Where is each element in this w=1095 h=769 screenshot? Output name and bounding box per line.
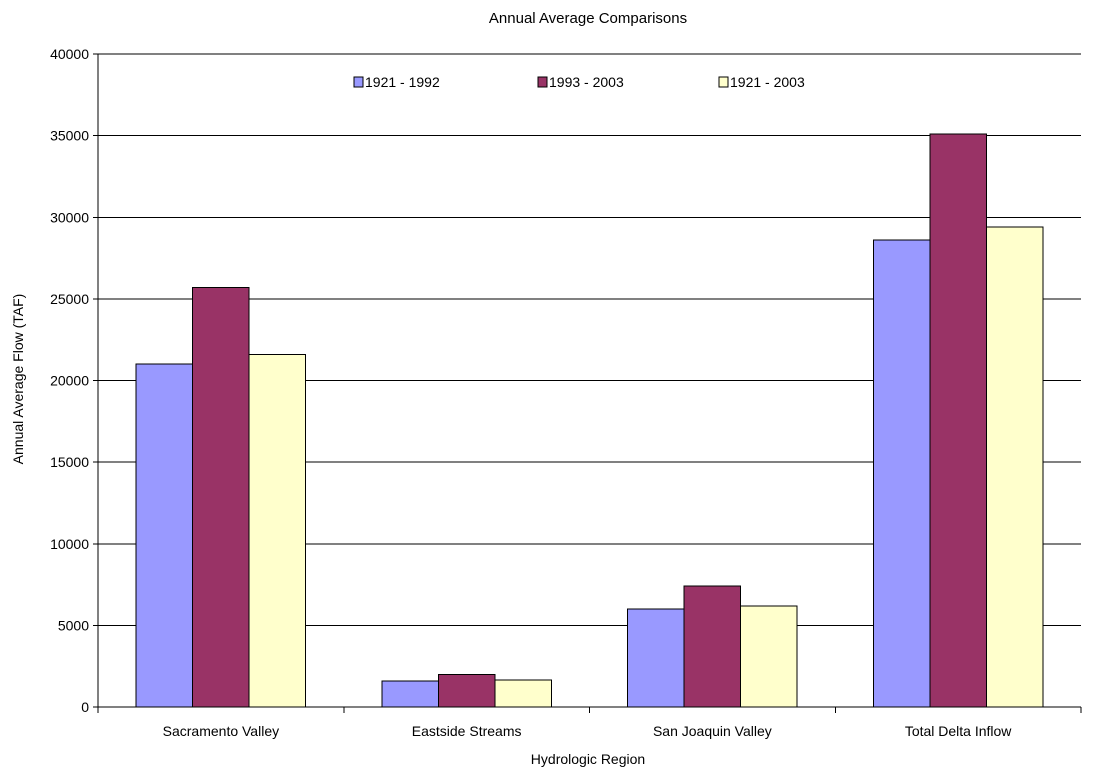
y-axis-label: Annual Average Flow (TAF) <box>10 294 26 465</box>
bar <box>929 133 987 708</box>
legend-label: 1921 - 2003 <box>730 74 805 90</box>
bar <box>192 286 250 708</box>
y-tick-labels: 0 5000 10000 15000 20000 25000 30000 35000 40000 <box>50 46 89 715</box>
y-tick-label: 20000 <box>50 373 89 389</box>
bar <box>381 680 439 708</box>
bar <box>494 679 552 708</box>
x-tick-labels: Sacramento Valley Eastside Streams San Joa… <box>163 723 1013 739</box>
legend-swatch <box>537 76 548 88</box>
bar <box>627 608 685 708</box>
y-tick-label: 0 <box>81 699 89 715</box>
legend-label: 1993 - 2003 <box>549 74 624 90</box>
bar <box>683 585 742 708</box>
chart-title: Annual Average Comparisons <box>489 10 687 27</box>
y-tick-label: 25000 <box>50 291 89 307</box>
bar <box>872 239 931 708</box>
axes <box>93 53 1082 713</box>
y-tick-label: 30000 <box>50 209 89 225</box>
bar <box>135 363 194 708</box>
x-tick-label: San Joaquin Valley <box>653 723 772 739</box>
legend-label: 1921 - 1992 <box>365 74 440 90</box>
x-tick-label: Total Delta Inflow <box>905 723 1012 739</box>
legend-swatch <box>353 76 364 88</box>
bar <box>740 605 798 708</box>
y-tick-label: 35000 <box>50 128 89 144</box>
bars <box>135 133 1044 708</box>
y-tick-label: 10000 <box>50 536 89 552</box>
bar <box>437 673 496 708</box>
legend: 1921 - 1992 1993 - 2003 1921 - 2003 <box>353 74 805 90</box>
x-axis-label: Hydrologic Region <box>531 751 645 767</box>
y-tick-label: 15000 <box>50 454 89 470</box>
bar <box>985 226 1044 708</box>
legend-swatch <box>718 76 729 88</box>
x-tick-label: Sacramento Valley <box>163 723 279 739</box>
x-tick-label: Eastside Streams <box>412 723 522 739</box>
y-tick-label: 5000 <box>58 617 89 633</box>
bar <box>248 353 307 708</box>
y-tick-label: 40000 <box>50 46 89 62</box>
